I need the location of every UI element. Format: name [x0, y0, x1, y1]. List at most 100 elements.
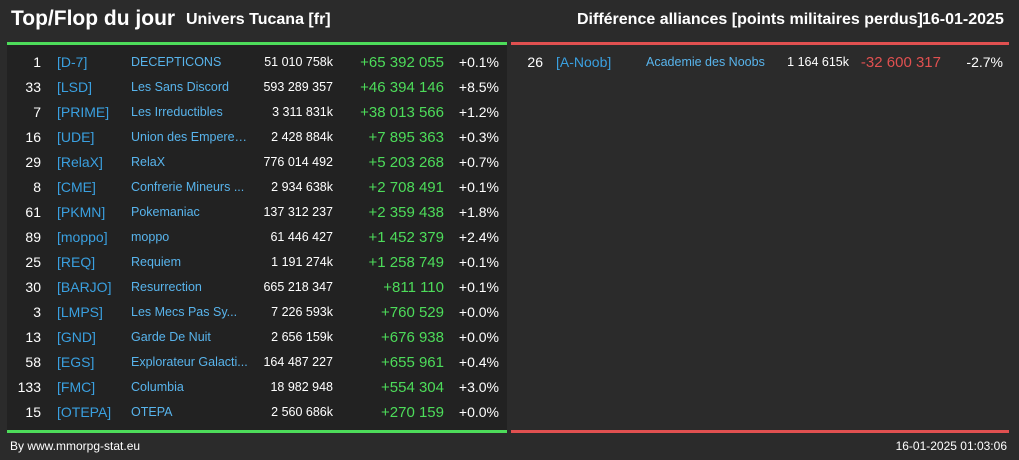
diff-cell: +5 203 268 [368, 154, 445, 171]
diff-cell: +760 529 [381, 304, 444, 321]
points-cell: 18 982 948 [270, 380, 333, 394]
rank-cell: 1 [33, 54, 41, 70]
points-cell: 1 164 615k [787, 55, 849, 69]
header: Top/Flop du jour Univers Tucana [fr] Dif… [0, 0, 1019, 40]
top-row: 13 [GND] Garde De Nuit 2 656 159k +676 938 +0… [7, 325, 507, 350]
points-cell: 593 289 357 [263, 80, 333, 94]
diff-cell: +655 961 [381, 354, 444, 371]
alliance-tag-link[interactable]: [REQ] [57, 254, 96, 270]
alliance-tag-link[interactable]: [PKMN] [57, 204, 106, 220]
page-title: Top/Flop du jour [11, 7, 176, 30]
percent-cell: -2.7% [966, 54, 1003, 70]
percent-cell: +0.0% [458, 404, 499, 420]
alliance-tag-link[interactable]: [LSD] [57, 79, 93, 95]
points-cell: 7 226 593k [271, 305, 333, 319]
alliance-tag-link[interactable]: [PRIME] [57, 104, 110, 120]
percent-cell: +2.4% [458, 229, 499, 245]
rank-cell: 61 [25, 204, 41, 220]
points-cell: 2 934 638k [271, 180, 333, 194]
rank-cell: 33 [25, 79, 41, 95]
points-cell: 164 487 227 [263, 355, 333, 369]
points-cell: 1 191 274k [271, 255, 333, 269]
top-row: 133 [FMC] Columbia 18 982 948 +554 304 +3.0% [7, 375, 507, 400]
alliance-tag-link[interactable]: [OTEPA] [57, 404, 112, 420]
points-cell: 137 312 237 [263, 205, 333, 219]
top-alliances-panel: 1 [D-7] DECEPTICONS 51 010 758k +65 392 055 +… [7, 42, 507, 433]
percent-cell: +0.1% [458, 254, 499, 270]
header-date: 16-01-2025 [922, 11, 1004, 28]
rank-cell: 13 [25, 329, 41, 345]
rank-cell: 26 [527, 54, 543, 70]
percent-cell: +0.1% [458, 54, 499, 70]
rank-cell: 30 [25, 279, 41, 295]
alliance-tag-link[interactable]: [CME] [57, 179, 96, 195]
top-row: 3 [LMPS] Les Mecs Pas Sy... 7 226 593k +760 … [7, 300, 507, 325]
rank-cell: 29 [25, 154, 41, 170]
percent-cell: +0.7% [458, 154, 499, 170]
points-cell: 2 656 159k [271, 330, 333, 344]
diff-cell: +2 359 438 [368, 204, 445, 221]
diff-cell: +46 394 146 [360, 79, 444, 96]
top-row: 61 [PKMN] Pokemaniac 137 312 237 +2 359 438 +… [7, 200, 507, 225]
rank-cell: 89 [25, 229, 41, 245]
alliance-tag-link[interactable]: [RelaX] [57, 154, 103, 170]
percent-cell: +0.0% [458, 329, 499, 345]
percent-cell: +0.1% [458, 279, 499, 295]
source-credit: By www.mmorpg-stat.eu [10, 439, 141, 453]
rank-cell: 133 [17, 379, 41, 395]
flop-alliances-panel: 26 [A-Noob] Academie des Noobs 1 164 615k -3… [511, 42, 1009, 433]
diff-cell: -32 600 317 [860, 54, 941, 71]
top-row: 30 [BARJO] Resurrection 665 218 347 +811 110… [7, 275, 507, 300]
alliance-tag-link[interactable]: [A-Noob] [556, 54, 612, 70]
top-row: 25 [REQ] Requiem 1 191 274k +1 258 749 +0.1% [7, 250, 507, 275]
points-cell: 3 311 831k [272, 105, 333, 119]
diff-cell: +1 258 749 [368, 254, 445, 271]
top-row: 15 [OTEPA] OTEPA 2 560 686k +270 159 +0.0% [7, 400, 507, 425]
percent-cell: +0.4% [458, 354, 499, 370]
alliance-tag-link[interactable]: [LMPS] [57, 304, 103, 320]
percent-cell: +1.2% [458, 104, 499, 120]
percent-cell: +0.1% [458, 179, 499, 195]
top-row: 1 [D-7] DECEPTICONS 51 010 758k +65 392 055 +… [7, 50, 507, 75]
universe-label: Univers Tucana [fr] [186, 11, 331, 28]
top-row: 16 [UDE] Union des Empereur... 2 428 884k +7… [7, 125, 507, 150]
rank-cell: 58 [25, 354, 41, 370]
alliance-tag-link[interactable]: [moppo] [57, 229, 108, 245]
alliance-tag-link[interactable]: [EGS] [57, 354, 95, 370]
points-cell: 51 010 758k [264, 55, 333, 69]
alliance-tag-link[interactable]: [D-7] [57, 54, 88, 70]
diff-cell: +811 110 [383, 279, 444, 296]
diff-cell: +554 304 [381, 379, 444, 396]
points-cell: 2 560 686k [271, 405, 333, 419]
diff-cell: +65 392 055 [360, 54, 444, 71]
diff-cell: +2 708 491 [368, 179, 445, 196]
percent-cell: +1.8% [458, 204, 499, 220]
diff-cell: +7 895 363 [368, 129, 445, 146]
diff-cell: +38 013 566 [360, 104, 444, 121]
generated-timestamp: 16-01-2025 01:03:06 [895, 439, 1007, 453]
alliance-tag-link[interactable]: [UDE] [57, 129, 95, 145]
top-row: 7 [PRIME] Les Irreductibles 3 311 831k +38 0… [7, 100, 507, 125]
top-row: 89 [moppo] moppo 61 446 427 +1 452 379 +2.4% [7, 225, 507, 250]
top-row: 58 [EGS] Explorateur Galacti... 164 487 227… [7, 350, 507, 375]
points-cell: 776 014 492 [263, 155, 333, 169]
percent-cell: +0.3% [458, 129, 499, 145]
alliance-tag-link[interactable]: [GND] [57, 329, 96, 345]
rank-cell: 3 [33, 304, 41, 320]
rank-cell: 15 [25, 404, 41, 420]
top-row: 29 [RelaX] RelaX 776 014 492 +5 203 268 +0.7% [7, 150, 507, 175]
rank-cell: 25 [25, 254, 41, 270]
rank-cell: 7 [33, 104, 41, 120]
diff-cell: +270 159 [381, 404, 444, 421]
ranking-subtitle: Différence alliances [points militaires … [577, 11, 923, 28]
points-cell: 61 446 427 [270, 230, 333, 244]
points-cell: 2 428 884k [271, 130, 333, 144]
rank-cell: 8 [33, 179, 41, 195]
diff-cell: +676 938 [381, 329, 444, 346]
diff-cell: +1 452 379 [368, 229, 445, 246]
top-row: 33 [LSD] Les Sans Discord 593 289 357 +46 39… [7, 75, 507, 100]
percent-cell: +0.0% [458, 304, 499, 320]
percent-cell: +3.0% [458, 379, 499, 395]
alliance-tag-link[interactable]: [BARJO] [57, 279, 112, 295]
alliance-tag-link[interactable]: [FMC] [57, 379, 96, 395]
